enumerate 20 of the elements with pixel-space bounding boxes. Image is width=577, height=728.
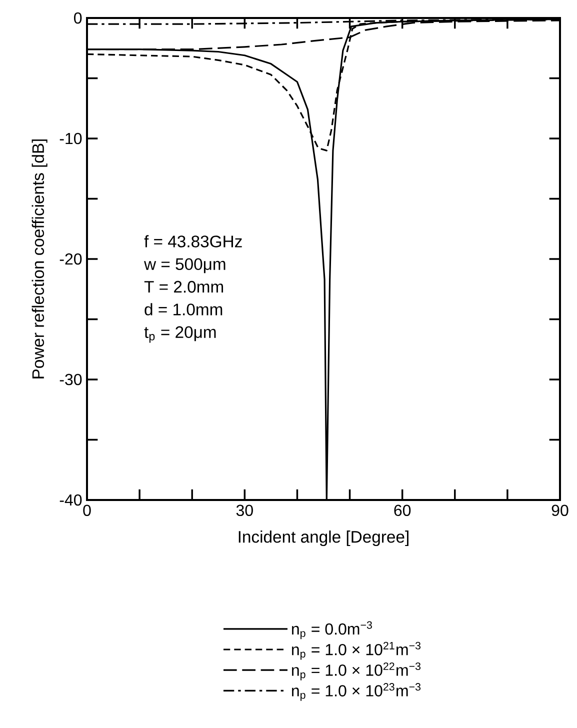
legend-label: n$_{p}$ = 1.0 × 10$^{22}$m$^{−3}$ (292, 662, 420, 680)
annotation: f = 43.83GHz (144, 235, 242, 248)
y-tick-label: -10 (60, 132, 82, 144)
x-axis-title: Incident angle [Degree] (238, 530, 408, 546)
y-tick-label: 0 (74, 12, 82, 24)
x-tick-label: 90 (552, 504, 568, 516)
annotation: w = 500μm (144, 258, 226, 274)
x-tick-label: 30 (236, 504, 253, 516)
y-tick-label: -20 (60, 253, 82, 265)
x-tick-label: 60 (394, 504, 411, 516)
y-tick-label: -40 (60, 494, 82, 506)
legend-label: n$_{p}$ = 1.0 × 10$^{23}$m$^{−3}$ (292, 683, 420, 701)
legend-label: n$_{p}$ = 0.0m$^{−3}$ (292, 621, 372, 640)
y-axis-title: Power reflection coefficients [dB] (32, 139, 48, 378)
x-tick-label: 0 (83, 504, 91, 516)
annotation: d = 1.0mm (144, 303, 222, 316)
legend-label: n$_{p}$ = 1.0 × 10$^{21}$m$^{−3}$ (292, 642, 420, 660)
annotation: t$_{p}$ = 20μm (144, 326, 216, 343)
y-tick-label: -30 (60, 374, 82, 386)
annotation: T = 2.0mm (144, 280, 224, 293)
